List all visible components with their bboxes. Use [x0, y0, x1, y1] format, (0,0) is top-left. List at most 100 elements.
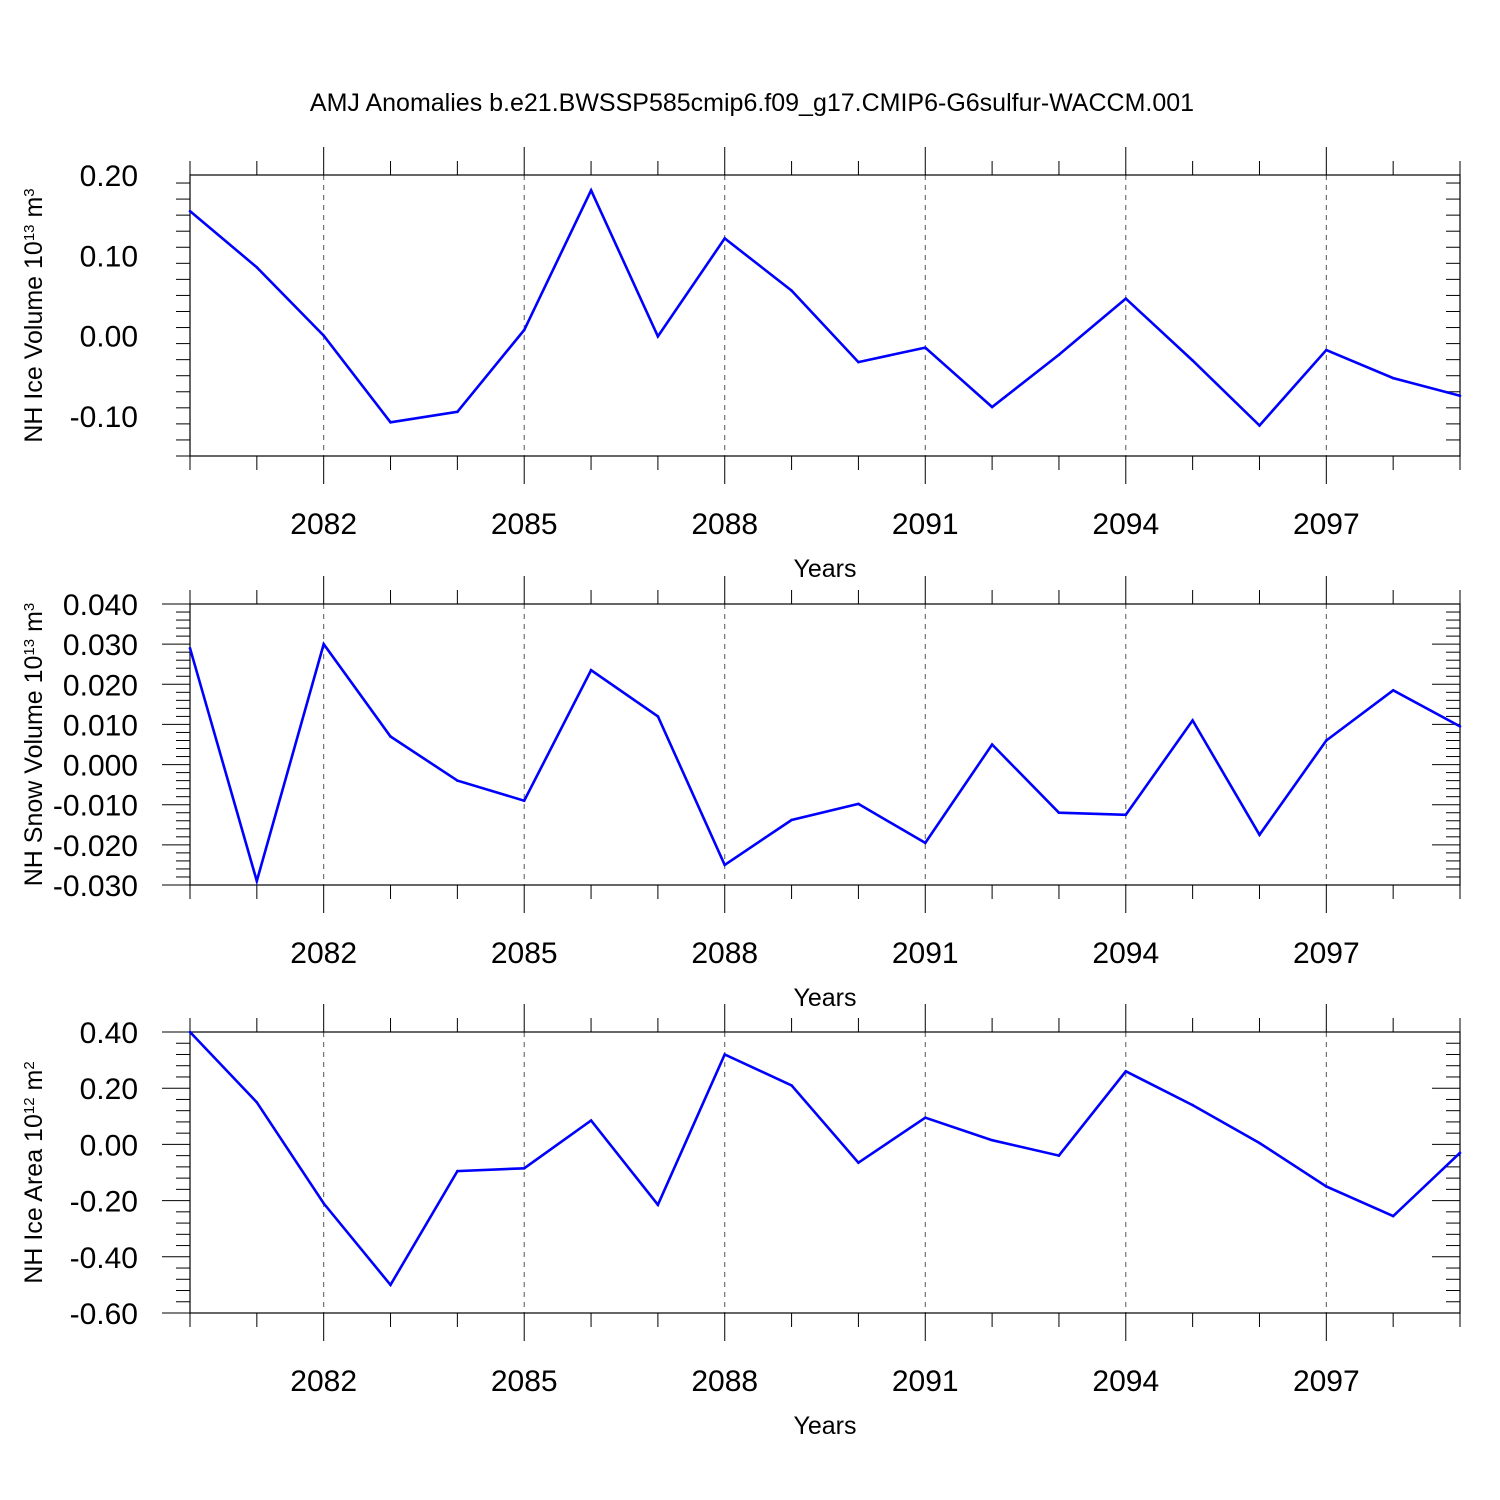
x-axis-label: Years	[793, 555, 856, 583]
y-tick-label: 0.40	[80, 1017, 138, 1050]
data-point	[255, 1100, 259, 1104]
data-point	[255, 879, 259, 883]
data-point	[656, 1203, 660, 1207]
x-tick-label: 2088	[691, 937, 758, 970]
x-tick-label: 2082	[290, 1365, 357, 1398]
y-tick-label: 0.000	[63, 750, 138, 783]
y-axis-label-part: m	[20, 611, 48, 639]
y-tick-label: 0.040	[63, 589, 138, 622]
y-tick-label: 0.00	[80, 1129, 138, 1162]
series-line	[189, 1031, 1461, 1288]
x-axis-label: Years	[793, 1412, 856, 1440]
data-point	[389, 1283, 392, 1287]
data-point	[1258, 424, 1261, 427]
data-point	[589, 1119, 593, 1122]
figure-title: AMJ Anomalies b.e21.BWSSP585cmip6.f09_g1…	[310, 89, 1194, 117]
data-point	[990, 743, 994, 746]
x-tick-label: 2097	[1293, 508, 1360, 541]
y-tick-label: -0.020	[53, 830, 138, 863]
data-point	[1124, 1070, 1128, 1073]
data-point	[1325, 1185, 1328, 1188]
panel-1: 2082 2085 2088 2091 2094 2097 -0.10 0.00 0.10 0.2…	[20, 147, 1462, 583]
data-point	[857, 360, 860, 364]
y-tick-label: 0.020	[63, 669, 138, 702]
y-axis-label-superscript: 2	[21, 1061, 38, 1069]
x-tick-label: 2085	[491, 508, 558, 541]
y-axis-label-part: NH Ice Volume 10	[20, 241, 48, 443]
data-point	[1325, 739, 1328, 742]
data-point	[522, 328, 526, 332]
panel-2: 2082 2085 2088 2091 2094 2097 -0.030 -0.020 -0.0…	[20, 576, 1462, 1012]
y-tick-label: -0.030	[53, 870, 138, 903]
data-point	[857, 1161, 860, 1164]
y-tick-label: 0.10	[80, 240, 138, 273]
y-tick-label: 0.20	[80, 1073, 138, 1106]
y-axis-label-part: NH Ice Area 10	[20, 1114, 48, 1284]
y-tick-label: -0.20	[70, 1186, 138, 1219]
data-point	[723, 1053, 727, 1056]
data-point	[990, 1138, 994, 1142]
data-point	[1258, 833, 1261, 837]
data-point	[723, 237, 727, 240]
series-line	[188, 641, 1461, 886]
data-point	[255, 266, 259, 269]
data-point	[857, 802, 860, 806]
data-point	[1391, 689, 1395, 692]
data-point	[923, 346, 927, 349]
y-tick-label: -0.010	[53, 790, 138, 823]
data-point	[1191, 359, 1194, 362]
y-tick-label: -0.60	[70, 1298, 138, 1331]
plot-frame	[189, 1031, 1461, 1314]
data-point	[322, 334, 325, 337]
data-point	[1325, 348, 1328, 352]
y-axis-label: NH Snow Volume 1013 m3	[20, 603, 48, 887]
data-point	[1391, 1214, 1395, 1218]
data-point	[589, 188, 593, 192]
x-tick-label: 2091	[892, 1365, 959, 1398]
data-point	[1458, 394, 1462, 398]
data-point	[389, 420, 392, 424]
data-point	[1191, 1103, 1194, 1107]
y-axis-label: NH Ice Volume 1013 m3	[20, 188, 48, 442]
data-point	[322, 1202, 325, 1205]
plot-frame	[189, 603, 1461, 886]
data-point	[723, 863, 727, 867]
x-tick-label: 2085	[491, 937, 558, 970]
y-axis-label-part: m	[20, 197, 48, 225]
data-point	[1124, 297, 1128, 300]
y-axis-label-part: m	[20, 1070, 48, 1098]
data-point	[522, 799, 526, 802]
data-point	[656, 715, 660, 718]
data-point	[322, 642, 325, 646]
data-point	[1124, 813, 1128, 817]
y-axis-label-superscript: 3	[21, 188, 38, 196]
data-point	[1057, 353, 1061, 357]
data-point	[1057, 1154, 1061, 1157]
x-tick-label: 2085	[491, 1365, 558, 1398]
x-tick-label: 2082	[290, 508, 357, 541]
data-point	[790, 818, 793, 822]
panel-3: 2082 2085 2088 2091 2094 2097 -0.60 -0.40 -0.20 0…	[20, 1004, 1462, 1440]
x-tick-label: 2091	[892, 508, 959, 541]
y-axis-label-superscript: 13	[21, 639, 38, 656]
y-tick-label: 0.030	[63, 629, 138, 662]
data-point	[790, 289, 793, 292]
y-axis-label-superscript: 13	[21, 224, 38, 241]
data-point	[656, 335, 660, 338]
x-tick-label: 2097	[1293, 1365, 1360, 1398]
data-point	[456, 410, 459, 414]
x-tick-label: 2094	[1092, 508, 1159, 541]
x-tick-label: 2091	[892, 937, 959, 970]
y-axis-label-superscript: 3	[21, 603, 38, 611]
series-line	[189, 187, 1461, 428]
y-axis-label-superscript: 12	[21, 1097, 38, 1114]
data-point	[1458, 725, 1462, 728]
x-axis-label: Years	[793, 984, 856, 1012]
plot-frame	[189, 174, 1461, 457]
y-tick-label: -0.40	[70, 1242, 138, 1275]
data-point	[923, 1116, 927, 1120]
data-point	[923, 841, 927, 845]
data-point	[1458, 1151, 1462, 1155]
data-point	[990, 405, 994, 409]
